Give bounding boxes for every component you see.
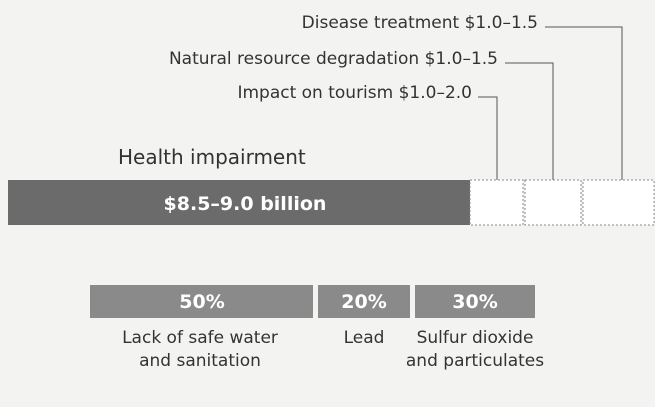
main-bar [8,180,470,225]
share-label: Sulfur dioxide [417,328,534,348]
leader-line [478,96,498,180]
cost-label: Natural resource degradation $1.0–1.5 [169,49,498,69]
leader-line [545,26,623,180]
cost-box [582,179,655,226]
share-label: Lack of safe water [122,328,278,348]
cost-label: Impact on tourism $1.0–2.0 [237,83,472,103]
share-value: 30% [452,291,497,313]
share-label: and sanitation [139,351,261,371]
cost-label: Disease treatment $1.0–1.5 [302,13,538,33]
main-amount: $8.5–9.0 billion [164,193,327,215]
share-box [415,285,535,318]
leader-line [505,62,554,180]
cost-box [524,179,582,226]
share-label: and particulates [406,351,544,371]
cost-box [469,179,524,226]
share-value: 50% [179,291,224,313]
share-box [90,285,313,318]
main-title: Health impairment [118,145,306,169]
share-value: 20% [341,291,386,313]
share-label: Lead [344,328,385,348]
share-box [318,285,410,318]
